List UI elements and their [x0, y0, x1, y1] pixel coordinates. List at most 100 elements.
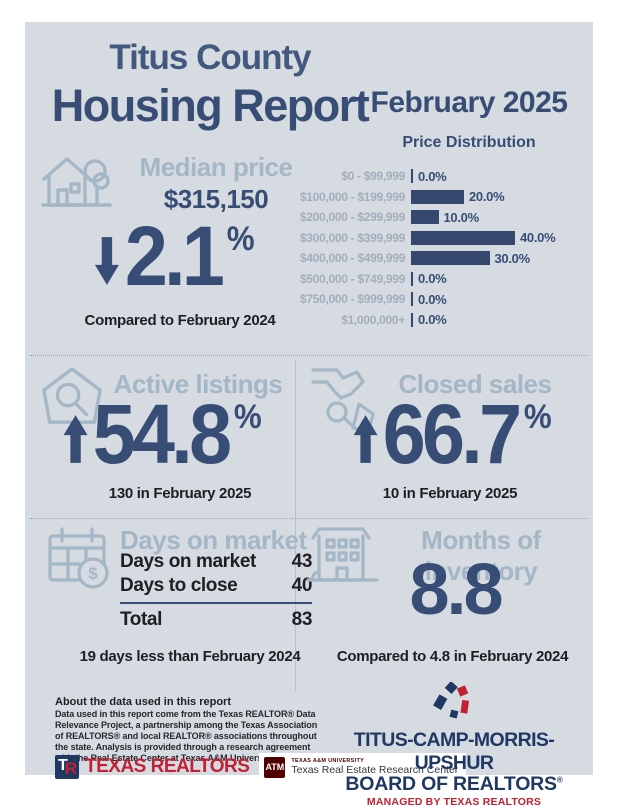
active-listings-note: 130 in February 2025 — [108, 485, 252, 502]
median-price-change-value: 2.1 — [124, 209, 225, 303]
active-listings-change-value: 54.8 — [92, 387, 232, 481]
tamu-center-label: Texas Real Estate Research Center — [291, 764, 459, 776]
chart-category-label: $0 - $99,999 — [341, 169, 405, 184]
chart-bar-track — [411, 210, 439, 225]
months-inventory-value: 8.8 — [409, 550, 503, 630]
chart-value-label: 30.0% — [494, 250, 531, 266]
board-name-line1: TITUS-CAMP-MORRIS-UPSHUR — [353, 729, 555, 774]
chart-bar-track — [411, 292, 413, 307]
tamu-university-label: TEXAS A&M UNIVERSITY — [291, 758, 365, 764]
chart-value-label: 0.0% — [418, 271, 447, 287]
divider-horizontal-1 — [30, 355, 588, 356]
star-icon — [433, 682, 470, 719]
chart-value-label: 0.0% — [418, 312, 447, 328]
chart-value-label: 0.0% — [418, 291, 447, 307]
months-inventory-note: Compared to 4.8 in February 2024 — [336, 648, 569, 665]
report-title-line2: Housing Report — [51, 80, 370, 131]
texas-realtors-label: TEXAS REALTORS — [85, 756, 250, 777]
closed-sales-change-value: 66.7 — [382, 387, 522, 481]
closed-sales-change-unit: % — [523, 398, 552, 436]
table-total-rule — [120, 602, 312, 605]
days-on-market-heading: Days on market — [120, 525, 307, 555]
texas-realtors-mark-icon: T R — [55, 755, 79, 779]
chart-category-label: $1,000,000+ — [341, 312, 405, 327]
days-on-market-icon: $ — [45, 526, 115, 592]
chart-bar-track — [411, 251, 490, 266]
price-distribution-title: Price Distribution — [402, 134, 536, 151]
chart-value-label: 40.0% — [520, 230, 556, 246]
chart-row: $750,000 - $999,999 0.0% — [263, 289, 585, 310]
active-listings-change-unit: % — [233, 398, 262, 436]
chart-row: $300,000 - $399,999 40.0% — [263, 228, 585, 249]
about-body: Data used in this report come from the T… — [55, 709, 318, 763]
chart-row: $500,000 - $749,999 0.0% — [263, 269, 585, 290]
about-heading: About the data used in this report — [55, 696, 232, 708]
chart-category-label: $500,000 - $749,999 — [299, 271, 405, 286]
months-inventory-heading: Months of inventory — [421, 525, 541, 586]
tr-letter-t: T — [58, 757, 68, 774]
months-inventory-icon — [305, 522, 381, 586]
chart-value-label: 20.0% — [469, 189, 505, 205]
chart-bar — [413, 189, 464, 204]
row-label: Days on market — [120, 551, 256, 572]
chart-bar — [413, 210, 439, 225]
closed-sales-change: 66.7 % — [325, 387, 580, 481]
chart-row: $200,000 - $299,999 10.0% — [263, 207, 585, 228]
chart-row: $1,000,000+ 0.0% — [263, 310, 585, 331]
board-name-line2: BOARD OF REALTORS® — [345, 773, 563, 795]
price-distribution-chart: $0 - $99,999 0.0% $100,000 - $199,999 20.0%… — [263, 166, 585, 330]
median-price-heading: Median price — [139, 152, 293, 182]
table-row: Days to close 40 — [120, 574, 312, 598]
board-of-realtors-logo: TITUS-CAMP-MORRIS-UPSHUR BOARD OF REALTO… — [315, 682, 593, 808]
median-price-value: $315,150 — [163, 184, 269, 214]
report-title-line1: Titus County — [109, 38, 311, 77]
median-price-change-unit: % — [226, 220, 255, 258]
tamu-research-center-logo: ATM TEXAS A&M UNIVERSITY Texas Real Esta… — [259, 753, 467, 781]
svg-text:$: $ — [88, 564, 98, 583]
price-distribution-rows: $0 - $99,999 0.0% $100,000 - $199,999 20.0%… — [263, 166, 585, 330]
row-label: Days to close — [120, 574, 238, 596]
arrow-up-icon — [353, 415, 378, 463]
active-listings-change: 54.8 % — [35, 387, 290, 481]
median-price-icon — [41, 150, 113, 214]
table-total-row: Total 83 — [120, 608, 312, 632]
days-on-market-table: Days on market 43 Days to close 40 Total… — [120, 550, 312, 632]
chart-value-label: 10.0% — [443, 209, 480, 225]
chart-bar — [413, 230, 515, 245]
chart-row: $0 - $99,999 0.0% — [263, 166, 585, 187]
chart-row: $100,000 - $199,999 20.0% — [263, 187, 585, 208]
closed-sales-heading: Closed sales — [398, 369, 552, 399]
divider-horizontal-2 — [30, 518, 588, 519]
total-label: Total — [120, 609, 162, 631]
row-value: 43 — [291, 551, 313, 572]
board-managed-label: MANAGED BY TEXAS REALTORS — [366, 795, 542, 808]
chart-bar-track — [411, 230, 515, 245]
registered-mark: ® — [556, 775, 563, 785]
chart-category-label: $750,000 - $999,999 — [299, 292, 405, 307]
chart-bar — [413, 251, 490, 266]
tr-letter-r: R — [64, 759, 77, 778]
chart-category-label: $200,000 - $299,999 — [299, 210, 405, 225]
table-row: Days on market 43 — [120, 550, 312, 574]
report-canvas: Titus County Housing Report February 202… — [25, 22, 593, 808]
median-price-change: 2.1 % — [35, 209, 315, 303]
chart-category-label: $100,000 - $199,999 — [299, 189, 405, 204]
divider-vertical — [295, 360, 296, 692]
chart-row: $400,000 - $499,999 30.0% — [263, 248, 585, 269]
texas-realtors-logo: T R TEXAS REALTORS — [55, 755, 250, 779]
active-listings-heading: Active listings — [113, 369, 283, 399]
chart-category-label: $400,000 - $499,999 — [299, 251, 405, 266]
chart-bar-track — [411, 189, 464, 204]
closed-sales-icon — [307, 362, 379, 438]
tamu-monogram-icon: ATM — [264, 756, 286, 778]
closed-sales-note: 10 in February 2025 — [382, 485, 518, 502]
days-on-market-note: 19 days less than February 2024 — [79, 648, 301, 665]
total-value: 83 — [291, 609, 313, 631]
arrow-up-icon — [63, 415, 88, 463]
footer-logos: T R TEXAS REALTORS ATM TEXAS A&M UNIVERS… — [55, 753, 467, 781]
chart-bar-track — [411, 169, 413, 184]
median-price-note: Compared to February 2024 — [84, 312, 276, 329]
chart-bar-track — [411, 271, 413, 286]
chart-bar-track — [411, 312, 413, 327]
